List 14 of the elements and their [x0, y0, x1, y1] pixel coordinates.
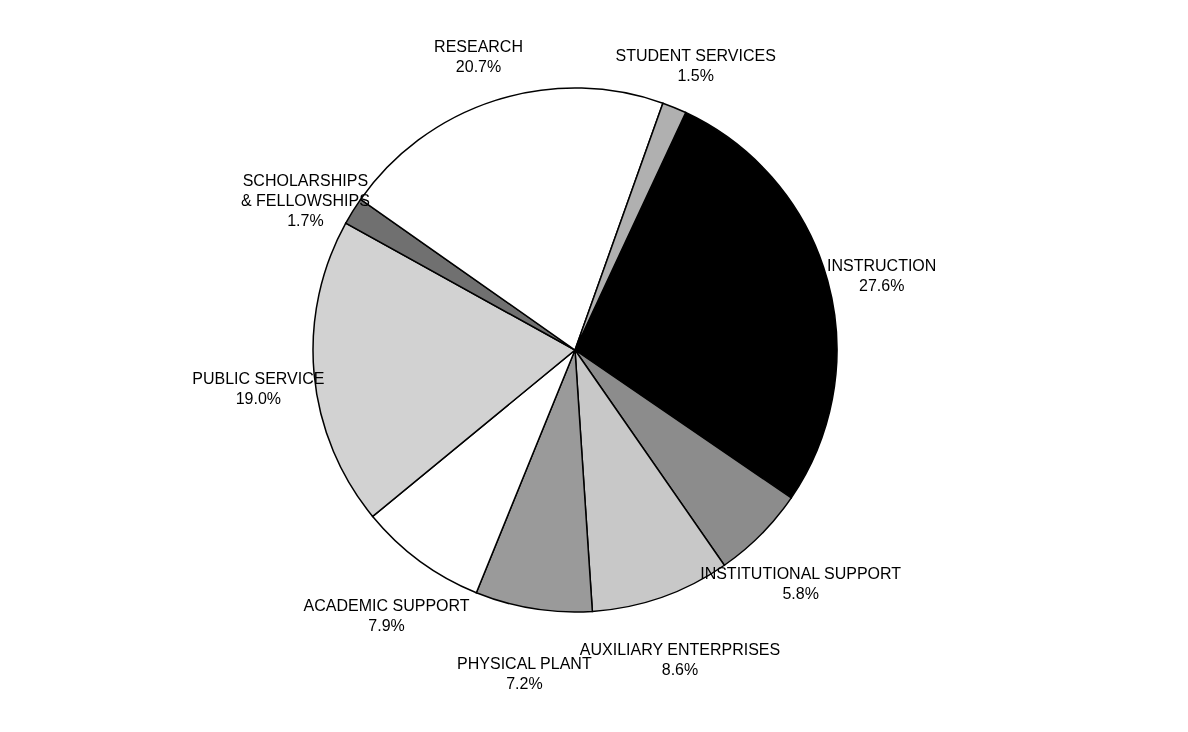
data-label: 5.8%: [782, 585, 819, 603]
slice-label: INSTRUCTION: [827, 256, 937, 274]
slice-label: PHYSICAL PLANT: [457, 654, 592, 672]
data-label: 1.5%: [677, 66, 714, 84]
data-label: 19.0%: [235, 390, 282, 408]
data-label: 27.6%: [859, 276, 905, 294]
data-label: 7.2%: [506, 674, 543, 692]
slice-label: STUDENT SERVICES: [615, 46, 776, 64]
data-label: 7.9%: [368, 617, 405, 635]
slice-label: RESEARCH: [434, 37, 523, 55]
data-label: 1.7%: [287, 212, 324, 230]
data-label: 8.6%: [661, 661, 699, 679]
slice-label: ACADEMIC SUPPORT: [303, 597, 470, 615]
data-label: 20.7%: [455, 57, 502, 75]
